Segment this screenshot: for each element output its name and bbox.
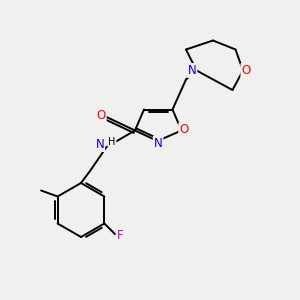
Text: O: O xyxy=(179,123,188,136)
Text: F: F xyxy=(117,229,124,242)
Text: O: O xyxy=(242,64,250,77)
Text: N: N xyxy=(188,64,196,77)
Text: N: N xyxy=(154,136,163,150)
Text: N: N xyxy=(95,138,104,151)
Text: H: H xyxy=(108,136,116,147)
Text: O: O xyxy=(97,109,106,122)
